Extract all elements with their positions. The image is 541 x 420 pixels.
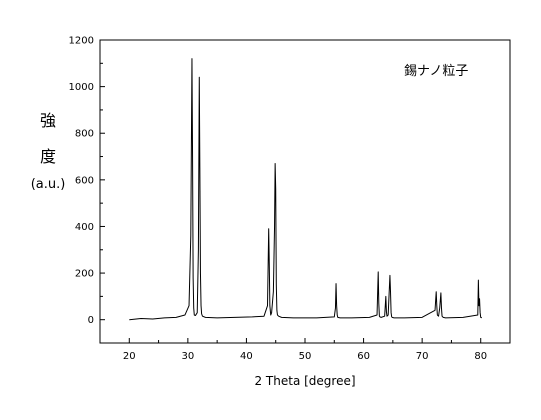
y-tick-label: 600 [75, 175, 94, 186]
x-tick-label: 30 [181, 351, 194, 362]
series-line-0 [129, 58, 483, 321]
series-group [129, 58, 483, 321]
y-tick-label: 800 [75, 129, 94, 140]
x-axis: 20 30 40 50 60 70 80 [99, 338, 511, 362]
y-axis-title-line-2: 度 [40, 147, 56, 166]
y-axis-title-line-3: (a.u.) [31, 177, 66, 192]
plot-frame [99, 39, 511, 344]
x-tick-label: 70 [416, 351, 429, 362]
x-axis-title: 2 Theta [degree] [254, 374, 355, 388]
x-tick-label: 60 [357, 351, 370, 362]
y-axis: 0 200 400 600 800 1000 1200 [69, 36, 105, 344]
x-tick-label: 40 [240, 351, 253, 362]
x-tick-label: 20 [123, 351, 136, 362]
y-tick-label: 0 [88, 315, 94, 326]
y-tick-label: 200 [75, 269, 94, 280]
y-tick-label: 1000 [69, 82, 94, 93]
y-tick-label: 400 [75, 222, 94, 233]
x-tick-label: 80 [474, 351, 487, 362]
x-tick-label: 50 [299, 351, 312, 362]
y-axis-title-line-1: 強 [40, 111, 56, 130]
y-tick-label: 1200 [69, 36, 94, 47]
chart-annotation: 錫ナノ粒子 [404, 64, 468, 79]
